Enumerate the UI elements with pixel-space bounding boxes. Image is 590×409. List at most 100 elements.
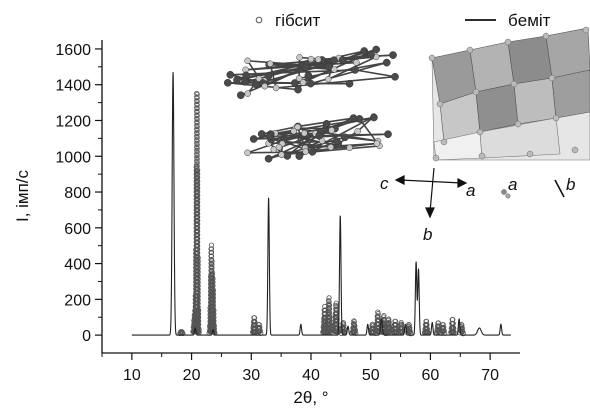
y-tick-label: 800: [64, 185, 91, 202]
gibbsite-axis-b-label: b: [423, 225, 432, 244]
y-tick-label: 0: [82, 328, 91, 345]
gibbsite-point: [326, 299, 332, 305]
gibbsite-crystal-structure-image: [223, 45, 399, 163]
gibbsite-point: [423, 318, 430, 324]
gibbsite-point: [195, 174, 201, 181]
gibbsite-point: [196, 311, 202, 317]
gibbsite-point: [195, 265, 201, 272]
x-tick-labels: 10 20 30 40 50 60 70: [123, 367, 499, 384]
gibbsite-point: [196, 314, 202, 320]
gibbsite-point: [210, 302, 217, 309]
gibbsite-point: [195, 300, 201, 307]
gibbsite-point: [208, 246, 215, 252]
gibbsite-point: [195, 290, 201, 296]
gibbsite-point: [195, 228, 201, 234]
gibbsite-point: [210, 279, 216, 285]
boehmite-axis-a-label: a: [508, 175, 517, 194]
gibbsite-point: [195, 250, 201, 256]
gibbsite-point: [195, 255, 201, 261]
gibbsite-point: [210, 291, 217, 297]
gibbsite-point: [326, 295, 332, 301]
gibbsite-point: [196, 327, 202, 333]
gibbsite-point: [195, 189, 201, 195]
boehmite-axes-annotation: [501, 179, 565, 199]
gibbsite-point: [352, 327, 358, 333]
gibbsite-point: [326, 306, 333, 312]
gibbsite-point: [208, 253, 215, 259]
gibbsite-point: [209, 258, 215, 264]
gibbsite-point: [351, 322, 357, 328]
y-axis-title: I, імп/с: [13, 169, 32, 222]
gibbsite-point: [407, 325, 413, 331]
gibbsite-point: [257, 328, 263, 334]
x-tick-label: 60: [422, 367, 440, 384]
gibbsite-point: [195, 185, 201, 191]
gibbsite-point: [333, 304, 339, 310]
gibbsite-point: [194, 142, 200, 148]
y-tick-label: 400: [64, 257, 91, 274]
gibbsite-point: [340, 320, 346, 326]
y-tick-label: 1600: [55, 42, 91, 59]
x-tick-label: 30: [242, 367, 260, 384]
gibbsite-point: [451, 325, 457, 332]
gibbsite-point: [195, 210, 201, 216]
gibbsite-point: [211, 326, 217, 332]
gibbsite-point: [196, 321, 202, 328]
gibbsite-point: [211, 311, 217, 317]
y-tick-label: 600: [64, 221, 91, 238]
gibbsite-point: [195, 293, 201, 300]
gibbsite-point: [195, 178, 201, 184]
gibbsite-point: [195, 196, 201, 202]
gibbsite-point: [194, 156, 200, 162]
gibbsite-point: [407, 328, 413, 335]
gibbsite-point: [326, 302, 333, 308]
gibbsite-point: [195, 203, 201, 209]
gibbsite-point: [209, 270, 216, 277]
gibbsite-point: [210, 276, 216, 282]
gibbsite-point: [209, 261, 215, 268]
gibbsite-point: [194, 106, 200, 112]
gibbsite-point: [208, 249, 215, 255]
gibbsite-point: [392, 318, 399, 324]
gibbsite-point: [194, 120, 200, 126]
gibbsite-point: [208, 242, 215, 248]
gibbsite-point: [196, 318, 202, 324]
gibbsite-point: [209, 265, 215, 271]
gibbsite-point: [195, 258, 201, 264]
gibbsite-point: [210, 299, 217, 305]
gibbsite-point: [211, 307, 217, 313]
gibbsite-point: [441, 324, 447, 330]
gibbsite-point: [194, 113, 200, 119]
gibbsite-point: [195, 276, 201, 282]
gibbsite-point: [195, 242, 201, 249]
gibbsite-point: [408, 331, 414, 337]
gibbsite-point: [195, 221, 201, 227]
gibbsite-point: [210, 295, 217, 301]
gibbsite-point: [194, 98, 200, 105]
gibbsite-point: [194, 131, 200, 137]
gibbsite-point: [375, 311, 381, 317]
gibbsite-point: [195, 207, 201, 213]
gibbsite-point: [211, 318, 217, 324]
gibbsite-point: [194, 91, 200, 97]
gibbsite-point: [195, 239, 201, 245]
gibbsite-point: [195, 304, 201, 310]
gibbsite-point: [327, 314, 333, 320]
gibbsite-point: [195, 246, 201, 252]
gibbsite-point: [195, 200, 201, 206]
x-tick-label: 70: [481, 367, 499, 384]
gibbsite-point: [211, 314, 217, 321]
gibbsite-point: [195, 297, 201, 303]
gibbsite-point: [195, 279, 201, 286]
gibbsite-point: [440, 322, 446, 328]
gibbsite-point: [333, 300, 339, 306]
gibbsite-point: [195, 232, 201, 238]
gibbsite-point: [386, 319, 392, 325]
gibbsite-point: [194, 134, 200, 141]
gibbsite-point: [386, 316, 392, 322]
gibbsite-point: [211, 323, 217, 329]
gibbsite-point: [451, 329, 457, 335]
gibbsite-point: [195, 171, 201, 177]
gibbsite-point: [195, 217, 201, 224]
